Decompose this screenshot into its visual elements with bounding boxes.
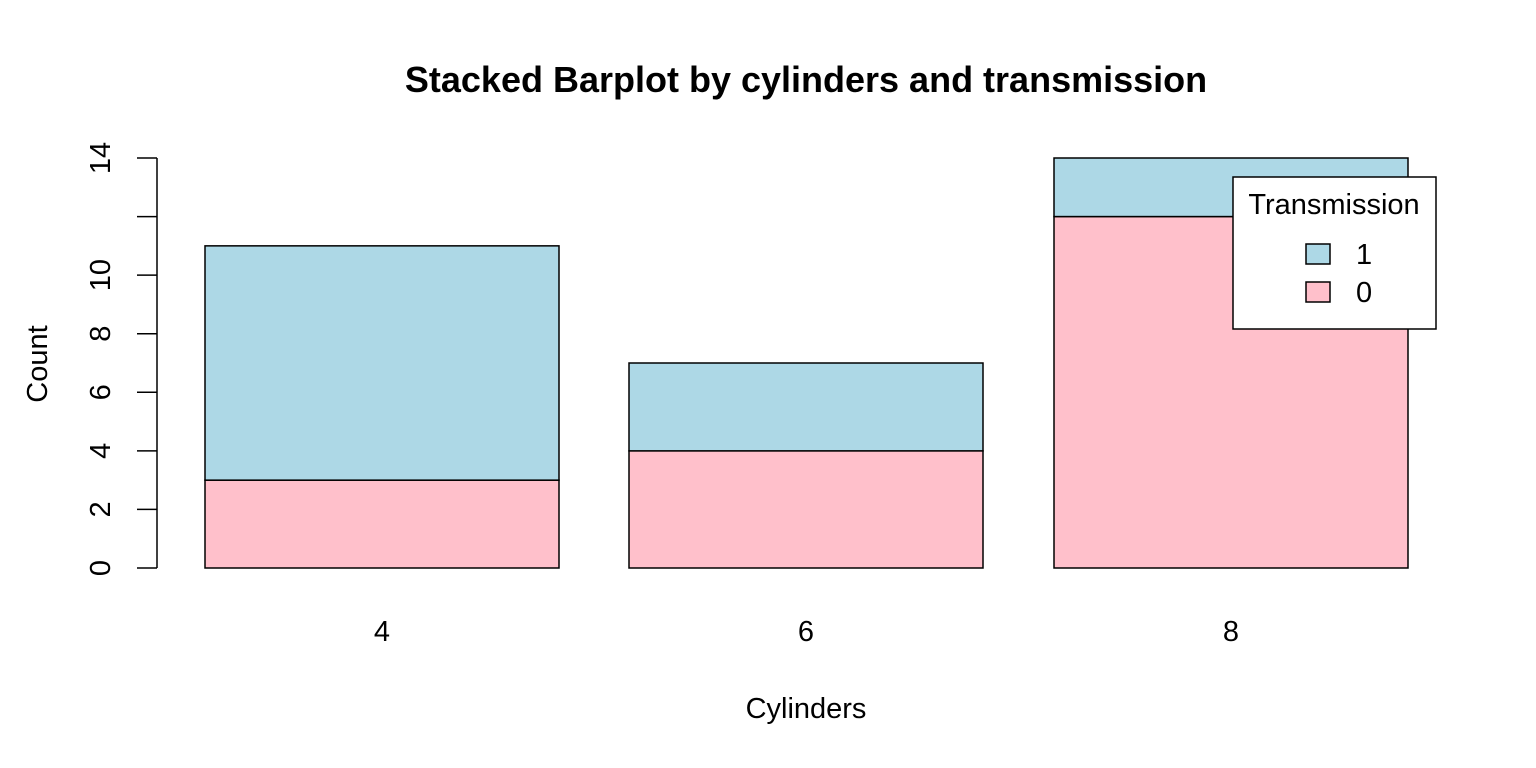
chart-title: Stacked Barplot by cylinders and transmi… bbox=[405, 59, 1207, 100]
legend-swatch-1 bbox=[1305, 243, 1331, 265]
legend-swatch-0 bbox=[1305, 281, 1331, 303]
legend-box bbox=[1232, 176, 1437, 330]
y-tick-label: 4 bbox=[85, 443, 117, 459]
legend-title: Transmission bbox=[1248, 189, 1419, 221]
y-tick-label: 14 bbox=[85, 142, 117, 174]
y-tick-label: 2 bbox=[85, 501, 117, 517]
y-tick-label: 0 bbox=[85, 560, 117, 576]
y-tick-label: 10 bbox=[85, 259, 117, 291]
bar-4-series-0 bbox=[204, 479, 560, 569]
bar-6-series-0 bbox=[628, 450, 984, 569]
bar-4-series-1 bbox=[204, 245, 560, 481]
y-tick-label: 6 bbox=[85, 384, 117, 400]
bar-6-series-1 bbox=[628, 362, 984, 452]
legend-label-1: 1 bbox=[1356, 239, 1372, 271]
legend: Transmission 1 0 bbox=[1232, 176, 1437, 330]
y-tick-label: 8 bbox=[85, 326, 117, 342]
x-tick-label: 6 bbox=[798, 616, 814, 648]
legend-label-0: 0 bbox=[1356, 277, 1372, 309]
x-axis-label: Cylinders bbox=[746, 693, 867, 725]
y-axis: 0 2 4 6 8 10 14 bbox=[85, 142, 158, 576]
x-tick-labels: 4 6 8 bbox=[374, 616, 1239, 648]
y-axis-label: Count bbox=[22, 325, 54, 402]
bars-group bbox=[204, 157, 1409, 569]
x-tick-label: 4 bbox=[374, 616, 390, 648]
x-tick-label: 8 bbox=[1223, 616, 1239, 648]
